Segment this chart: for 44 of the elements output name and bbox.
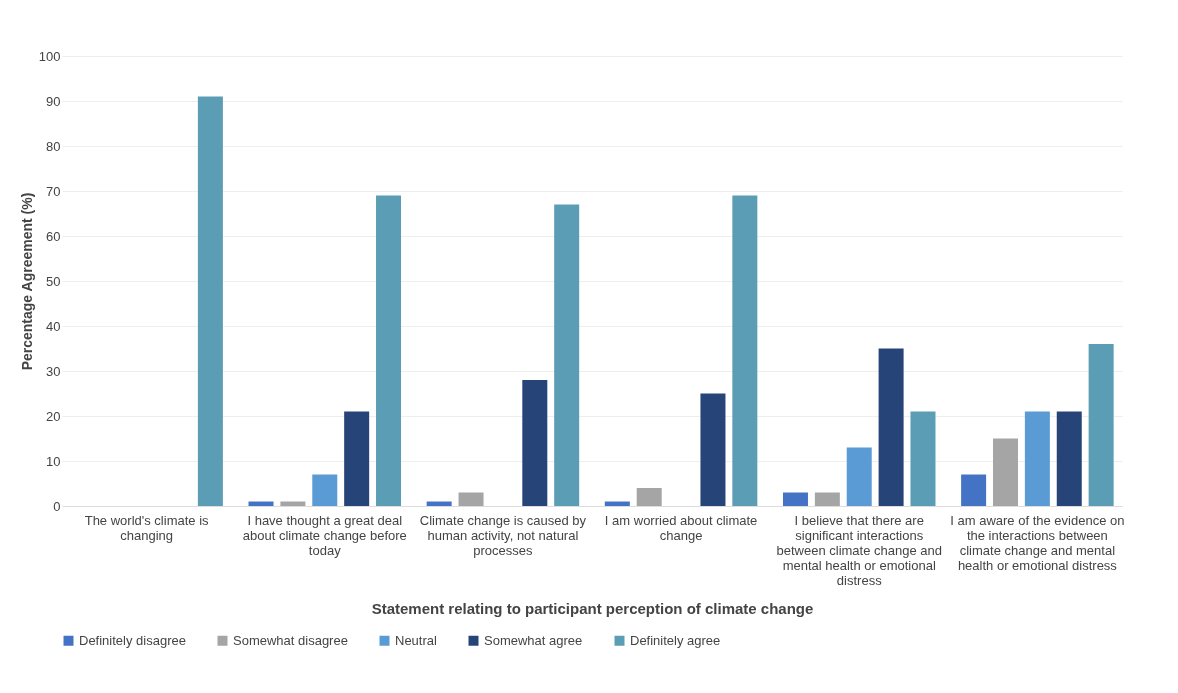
- legend-label: Somewhat disagree: [233, 632, 348, 648]
- y-tick-label: 100: [38, 48, 61, 64]
- x-tick-label: Climate change is caused by human activity, not natural processes: [419, 512, 587, 558]
- bar: [312, 474, 338, 506]
- y-tick-label: 10: [46, 453, 61, 469]
- legend-label: Definitely disagree: [79, 632, 186, 648]
- y-axis-title: Percentage Agreement (%): [18, 192, 35, 371]
- x-tick-label: I believe that there are significant interactions between climate change and mental health or emotional distress: [776, 512, 942, 588]
- y-tick-label: 30: [46, 363, 61, 379]
- legend-label: Somewhat agree: [484, 632, 583, 648]
- legend-label: Neutral: [395, 632, 438, 648]
- bar: [814, 492, 840, 506]
- x-tick-label: The world's climate is changing: [84, 512, 210, 543]
- x-tick-label: I have thought a great deal about climate change before today: [242, 512, 407, 558]
- legend-label: Definitely agree: [630, 632, 721, 648]
- bar: [344, 411, 370, 506]
- bar: [197, 96, 223, 506]
- bar: [993, 438, 1018, 506]
- bar: [732, 195, 758, 506]
- bar: [846, 447, 872, 506]
- x-axis-title: Statement relating to participant perception of climate change: [371, 599, 814, 617]
- y-tick-label: 90: [46, 93, 61, 109]
- y-tick-label: 60: [46, 228, 61, 244]
- y-tick-label: 0: [53, 498, 61, 514]
- bar: [554, 204, 580, 506]
- bar: [700, 393, 726, 506]
- bar: [910, 411, 936, 506]
- y-tick-label: 80: [46, 138, 61, 154]
- x-tick-label: I am worried about climate change: [604, 512, 758, 543]
- y-tick-label: 50: [46, 273, 61, 289]
- x-tick-label: I am aware of the evidence on the interactions between climate change and mental health or emotional distress: [950, 512, 1125, 573]
- y-tick-label: 40: [46, 318, 61, 334]
- y-tick-label: 20: [46, 408, 61, 424]
- bar: [522, 380, 548, 506]
- bar: [1024, 411, 1050, 506]
- bar: [458, 492, 484, 506]
- bar: [1056, 411, 1082, 506]
- bar: [636, 488, 662, 506]
- bar: [961, 474, 987, 506]
- bar: [1088, 344, 1114, 506]
- y-tick-label: 70: [46, 183, 61, 199]
- bar: [376, 195, 402, 506]
- bar: [782, 492, 808, 506]
- bar: [878, 348, 904, 506]
